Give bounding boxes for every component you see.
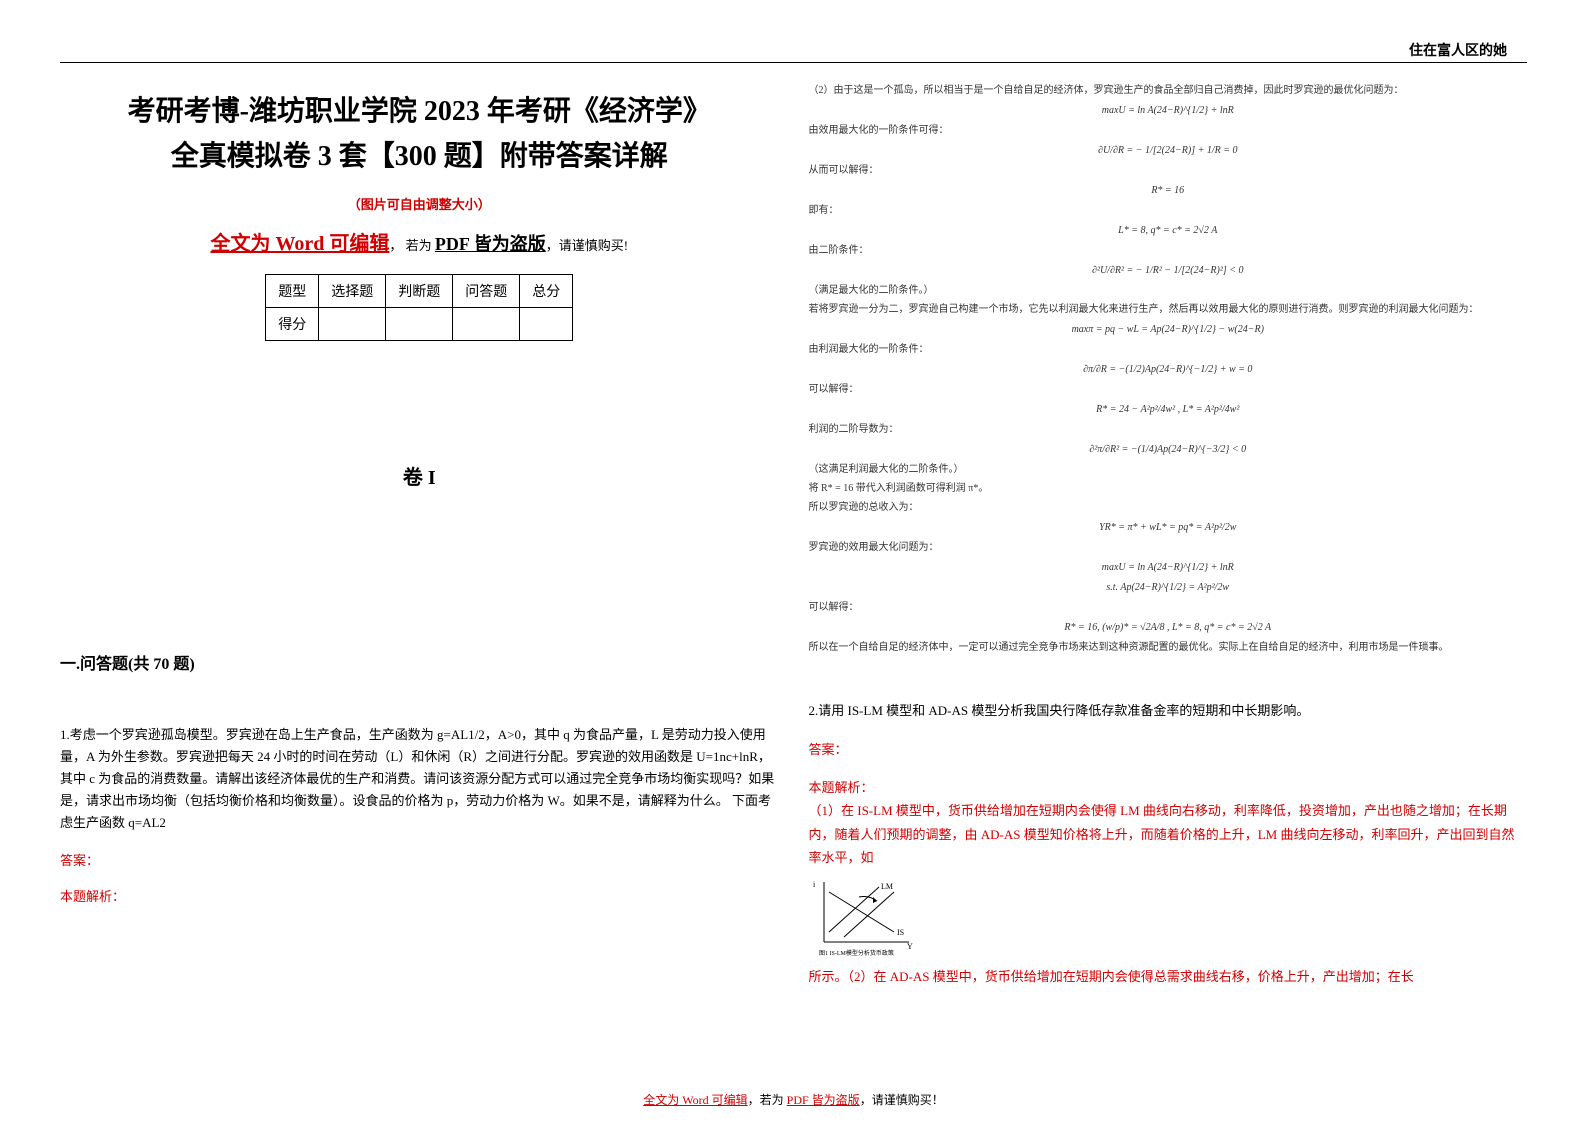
th-choice: 选择题 xyxy=(319,274,386,307)
sol-l9: 可以解得： xyxy=(809,382,1528,398)
th-type: 题型 xyxy=(266,274,319,307)
footer-word: 全文为 Word 可编辑 xyxy=(643,1093,747,1107)
q2-analysis-body-2: 所示。（2）在 AD-AS 模型中，货币供给增加在短期内会使得总需求曲线右移，价… xyxy=(809,965,1528,988)
sol-f10: YR* = π* + wL* = pq* = A²p²/2w xyxy=(809,520,1528,536)
q1-analysis-label: 本题解析： xyxy=(60,886,779,908)
y-axis-label: i xyxy=(813,880,816,889)
section-heading: 一.问答题(共 70 题) xyxy=(60,650,779,674)
cell-judge xyxy=(386,307,453,340)
q1-answer-label: 答案： xyxy=(60,850,779,872)
page-root: 住在富人区的她 考研考博-潍坊职业学院 2023 年考研《经济学》 全真模拟卷 … xyxy=(0,0,1587,1122)
sol-l6: （满足最大化的二阶条件。） xyxy=(809,283,1528,299)
sol-l13: 所以罗宾逊的总收入为： xyxy=(809,500,1528,516)
right-column: （2）由于这是一个孤岛，所以相当于是一个自给自足的经济体，罗宾逊生产的食品全部归… xyxy=(809,80,1528,1060)
islm-diagram: LM IS i Y 图1 IS-LM模型分析货币政策 xyxy=(809,877,919,957)
sol-l8: 由利润最大化的一阶条件： xyxy=(809,342,1528,358)
pdf-pirate-label: PDF 皆为盗版 xyxy=(435,234,546,254)
sol-l3: 从而可以解得： xyxy=(809,163,1528,179)
is-line xyxy=(829,892,894,932)
sol-f2: ∂U/∂R = − 1/[2(24−R)] + 1/R = 0 xyxy=(809,143,1528,159)
th-total: 总分 xyxy=(520,274,573,307)
lm-label-text: LM xyxy=(881,882,893,891)
islm-svg: LM IS i Y 图1 IS-LM模型分析货币政策 xyxy=(809,877,919,957)
cell-total xyxy=(520,307,573,340)
is-label-text: IS xyxy=(897,928,904,937)
sol-f8: R* = 24 − A²p²/4w² , L* = A²p²/4w² xyxy=(809,402,1528,418)
word-editable-label: 全文为 Word 可编辑 xyxy=(210,233,389,255)
cell-answer xyxy=(453,307,520,340)
q2-answer-label: 答案： xyxy=(809,738,1528,761)
q2-text: 2.请用 IS-LM 模型和 AD-AS 模型分析我国央行降低存款准备金率的短期… xyxy=(809,699,1528,722)
sol-f1: maxU = ln A(24−R)^{1/2} + lnR xyxy=(809,103,1528,119)
sol-f5: ∂²U/∂R² = − 1/R² − 1/[2(24−R)²] < 0 xyxy=(809,263,1528,279)
sol-f4: L* = 8, q* = c* = 2√2 A xyxy=(809,223,1528,239)
sol-l2: 由效用最大化的一阶条件可得： xyxy=(809,123,1528,139)
title-line-1: 考研考博-潍坊职业学院 2023 年考研《经济学》 xyxy=(60,90,779,135)
sol-l1: （2）由于这是一个孤岛，所以相当于是一个自给自足的经济体，罗宾逊生产的食品全部归… xyxy=(809,83,1528,99)
q2-analysis-body-1: （1）在 IS-LM 模型中，货币供给增加在短期内会使得 LM 曲线向右移动，利… xyxy=(809,799,1528,869)
sol-f7: ∂π/∂R = −(1/2)Ap(24−R)^{−1/2} + w = 0 xyxy=(809,362,1528,378)
two-column-layout: 考研考博-潍坊职业学院 2023 年考研《经济学》 全真模拟卷 3 套【300 … xyxy=(60,80,1527,1060)
q1-solution-block: （2）由于这是一个孤岛，所以相当于是一个自给自足的经济体，罗宾逊生产的食品全部归… xyxy=(809,80,1528,659)
sol-l11: （这满足利润最大化的二阶条件。） xyxy=(809,462,1528,478)
sol-l14: 罗宾逊的效用最大化问题为： xyxy=(809,540,1528,556)
footer-sep: ，若为 xyxy=(748,1093,787,1107)
lm-line-1 xyxy=(829,887,879,932)
x-axis-label: Y xyxy=(907,942,913,951)
q2-analysis-label: 本题解析： xyxy=(809,776,1528,799)
question-2: 2.请用 IS-LM 模型和 AD-AS 模型分析我国央行降低存款准备金率的短期… xyxy=(809,699,1528,989)
title-line-2: 全真模拟卷 3 套【300 题】附带答案详解 xyxy=(60,135,779,180)
sol-l10: 利润的二阶导数为： xyxy=(809,422,1528,438)
sol-f12: s.t. Ap(24−R)^{1/2} = A²p²/2w xyxy=(809,580,1528,596)
q1-text: 1.考虑一个罗宾逊孤岛模型。罗宾逊在岛上生产食品，生产函数为 g=AL1/2，A… xyxy=(60,724,779,834)
sol-f3: R* = 16 xyxy=(809,183,1528,199)
sol-f11: maxU = ln A(24−R)^{1/2} + lnR xyxy=(809,560,1528,576)
notice-tail: ，请谨慎购买! xyxy=(546,238,628,253)
sol-f6: maxπ = pq − wL = Ap(24−R)^{1/2} − w(24−R… xyxy=(809,322,1528,338)
footer-tail: ，请谨慎购买！ xyxy=(860,1093,944,1107)
header-rule xyxy=(60,62,1527,63)
document-title: 考研考博-潍坊职业学院 2023 年考研《经济学》 全真模拟卷 3 套【300 … xyxy=(60,90,779,180)
question-1: 1.考虑一个罗宾逊孤岛模型。罗宾逊在岛上生产食品，生产函数为 g=AL1/2，A… xyxy=(60,724,779,909)
th-answer: 问答题 xyxy=(453,274,520,307)
editable-notice: 全文为 Word 可编辑， 若为 PDF 皆为盗版，请谨慎购买! xyxy=(60,227,779,256)
sol-l16: 所以在一个自给自足的经济体中，一定可以通过完全竞争市场来达到这种资源配置的最优化… xyxy=(809,640,1528,656)
subtitle-resize-note: （图片可自由调整大小） xyxy=(60,194,779,213)
page-footer: 全文为 Word 可编辑，若为 PDF 皆为盗版，请谨慎购买！ xyxy=(0,1091,1587,1108)
sol-l4: 即有： xyxy=(809,203,1528,219)
score-table: 题型 选择题 判断题 问答题 总分 得分 xyxy=(265,274,573,341)
volume-label: 卷 I xyxy=(60,461,779,490)
sol-f13: R* = 16, (w/p)* = √2A/8 , L* = 8, q* = c… xyxy=(809,620,1528,636)
lm-line-2 xyxy=(844,892,894,937)
header-watermark: 住在富人区的她 xyxy=(1409,40,1507,60)
sol-l15: 可以解得： xyxy=(809,600,1528,616)
row-label: 得分 xyxy=(266,307,319,340)
diagram-caption: 图1 IS-LM模型分析货币政策 xyxy=(819,949,894,957)
sol-f9: ∂²π/∂R² = −(1/4)Ap(24−R)^{−3/2} < 0 xyxy=(809,442,1528,458)
footer-pdf: PDF 皆为盗版 xyxy=(787,1093,860,1107)
sol-l12: 将 R* = 16 带代入利润函数可得利润 π*。 xyxy=(809,481,1528,497)
sol-l7: 若将罗宾逊一分为二，罗宾逊自己构建一个市场，它先以利润最大化来进行生产，然后再以… xyxy=(809,302,1528,318)
cell-choice xyxy=(319,307,386,340)
table-header-row: 题型 选择题 判断题 问答题 总分 xyxy=(266,274,573,307)
notice-sep: ， 若为 xyxy=(389,238,435,253)
sol-l5: 由二阶条件： xyxy=(809,243,1528,259)
left-column: 考研考博-潍坊职业学院 2023 年考研《经济学》 全真模拟卷 3 套【300 … xyxy=(60,80,779,1060)
table-score-row: 得分 xyxy=(266,307,573,340)
th-judge: 判断题 xyxy=(386,274,453,307)
